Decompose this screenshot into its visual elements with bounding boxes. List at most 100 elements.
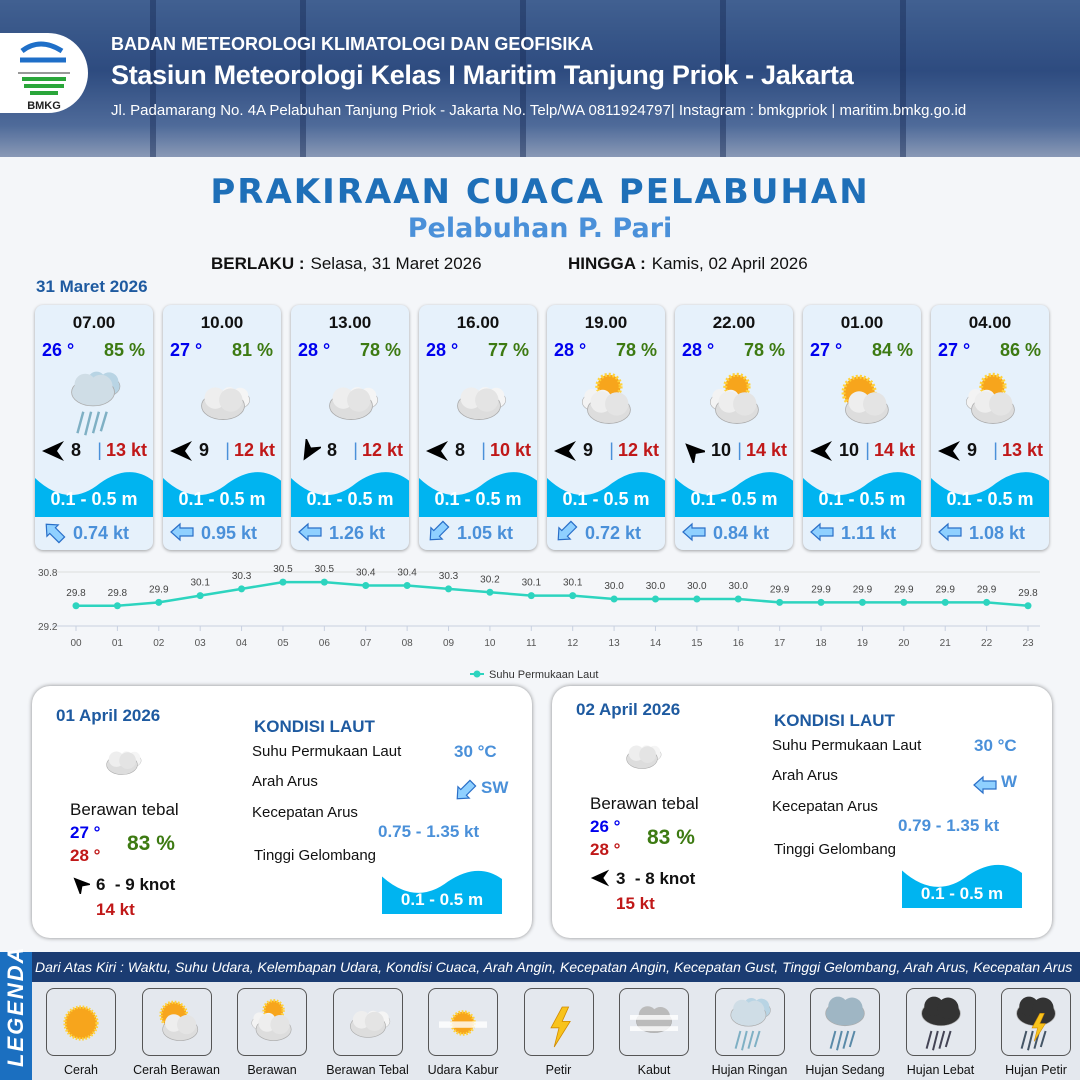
data-label: 29.9 (811, 584, 831, 595)
wind-direction-icon (553, 439, 577, 463)
x-tick-label: 20 (898, 638, 910, 649)
humidity: 85 % (103, 340, 145, 360)
x-tick-label: 21 (940, 638, 952, 649)
temp-max: 28 ° (70, 846, 101, 865)
data-point (238, 585, 246, 593)
daily-date: 01 April 2026 (56, 706, 161, 725)
current-dir-label: Arah Arus (252, 773, 318, 790)
current-direction-icon (553, 519, 579, 545)
current-speed-value: 0.79 - 1.35 kt (898, 816, 1000, 835)
port-name: Pelabuhan P. Pari (407, 213, 673, 244)
berawan-icon (951, 363, 1031, 441)
x-tick-label: 16 (733, 638, 745, 649)
cerah-berawan-icon (823, 363, 903, 441)
data-point (983, 598, 991, 606)
data-point (445, 585, 453, 593)
data-label: 30.1 (522, 578, 542, 589)
wave-icon (419, 465, 537, 517)
page-title: PRAKIRAAN CUACA PELABUHAN (210, 172, 870, 212)
x-tick-label: 17 (774, 638, 786, 649)
legend-item-label: Kabut (637, 1063, 671, 1077)
temp-min: 27 ° (70, 823, 101, 842)
hourly-card: 10.00 27 ° 81 % 9 | 12 kt 0.1 - 0.5 m 0.9… (163, 305, 281, 550)
wave-height: 0.1 - 0.5 m (690, 489, 778, 509)
current-direction-icon (452, 778, 478, 804)
forecast-time: 13.00 (328, 313, 372, 332)
wind-direction-icon (169, 439, 193, 463)
bmkg-logo: BMKG (0, 33, 88, 113)
kabut-icon (619, 988, 689, 1056)
humidity: 81 % (231, 340, 273, 360)
data-label: 29.8 (66, 588, 86, 599)
data-point (941, 598, 949, 606)
hujan-sedang-icon (810, 988, 880, 1056)
legend: LEGENDA Dari Atas Kiri : Waktu, Suhu Uda… (0, 945, 1080, 1080)
data-label: 30.3 (232, 571, 252, 582)
wave-height: 0.1 - 0.5 m (562, 489, 650, 509)
data-label: 29.9 (149, 584, 169, 595)
current-speed: 0.74 kt (73, 523, 130, 543)
x-tick-label: 18 (815, 638, 827, 649)
wind-speed: 9 (583, 440, 594, 460)
data-label: 30.3 (439, 571, 459, 582)
sst-value: 30 °C (454, 742, 497, 761)
udara-kabur-icon (428, 988, 498, 1056)
wind-speed: 9 (967, 440, 978, 460)
x-tick-label: 23 (1022, 638, 1034, 649)
berawan-tebal-icon (332, 988, 403, 1056)
data-label: 30.1 (563, 578, 583, 589)
y-tick-label: 29.2 (38, 622, 58, 633)
current-dir-label: Arah Arus (772, 767, 838, 784)
daily-date: 02 April 2026 (576, 700, 681, 719)
hujan-lebat-icon (905, 988, 976, 1056)
hourly-card: 19.00 28 ° 78 % 9 | 12 kt 0.1 - 0.5 m 0.7… (547, 305, 665, 550)
wind-direction-icon (590, 868, 610, 888)
daily-panel: 02 April 2026 Berawan tebal 26 ° 28 ° 83… (552, 686, 1052, 938)
air-temp: 28 ° (682, 340, 715, 360)
hourly-card: 07.00 26 ° 85 % 8 | 13 kt 0.1 - 0.5 m 0.7… (35, 305, 153, 550)
humidity: 83 % (127, 832, 175, 855)
gust: 15 kt (616, 894, 655, 913)
air-temp: 28 ° (554, 340, 587, 360)
current-dir-value: SW (481, 778, 509, 797)
sst-label: Suhu Permukaan Laut (252, 743, 402, 760)
current-direction-icon (41, 519, 67, 545)
data-point (196, 592, 204, 600)
legend-item-label: Cerah (63, 1063, 99, 1077)
data-label: 29.9 (770, 584, 790, 595)
humidity: 78 % (615, 340, 657, 360)
x-tick-label: 19 (857, 638, 869, 649)
humidity: 78 % (743, 340, 785, 360)
wave-label: Tinggi Gelombang (774, 841, 897, 858)
series-line (76, 580, 1029, 607)
berawan-icon (567, 363, 647, 441)
wave-height: 0.1 - 0.5 m (434, 489, 522, 509)
x-tick-label: 06 (319, 638, 331, 649)
data-label: 30.5 (273, 564, 293, 575)
cerah-berawan-icon (141, 988, 212, 1056)
wind-direction-icon (41, 439, 65, 463)
data-label: 30.0 (604, 581, 624, 592)
data-label: 29.9 (977, 584, 997, 595)
data-point (113, 602, 121, 610)
x-tick-label: 22 (981, 638, 993, 649)
x-tick-label: 07 (360, 638, 372, 649)
cerah-icon (46, 988, 116, 1056)
gust: | 13 kt (97, 440, 147, 460)
data-point (527, 592, 535, 600)
data-label: 30.0 (729, 581, 749, 592)
wind-direction-icon (809, 439, 833, 463)
hourly-card: 01.00 27 ° 84 % 10 | 14 kt 0.1 - 0.5 m 1.… (803, 305, 921, 550)
data-label: 30.4 (397, 568, 417, 579)
humidity: 83 % (647, 826, 695, 849)
condition: Berawan tebal (70, 800, 179, 819)
wave-icon (803, 465, 921, 517)
air-temp: 27 ° (810, 340, 843, 360)
legend-marker (473, 670, 481, 678)
hourly-card: 13.00 28 ° 78 % 8 | 12 kt 0.1 - 0.5 m 1.2… (291, 305, 409, 550)
berawan-tebal-icon (183, 363, 263, 441)
data-label: 30.5 (315, 564, 335, 575)
wind-speed: 9 (199, 440, 210, 460)
data-point (817, 598, 825, 606)
x-tick-label: 13 (609, 638, 621, 649)
